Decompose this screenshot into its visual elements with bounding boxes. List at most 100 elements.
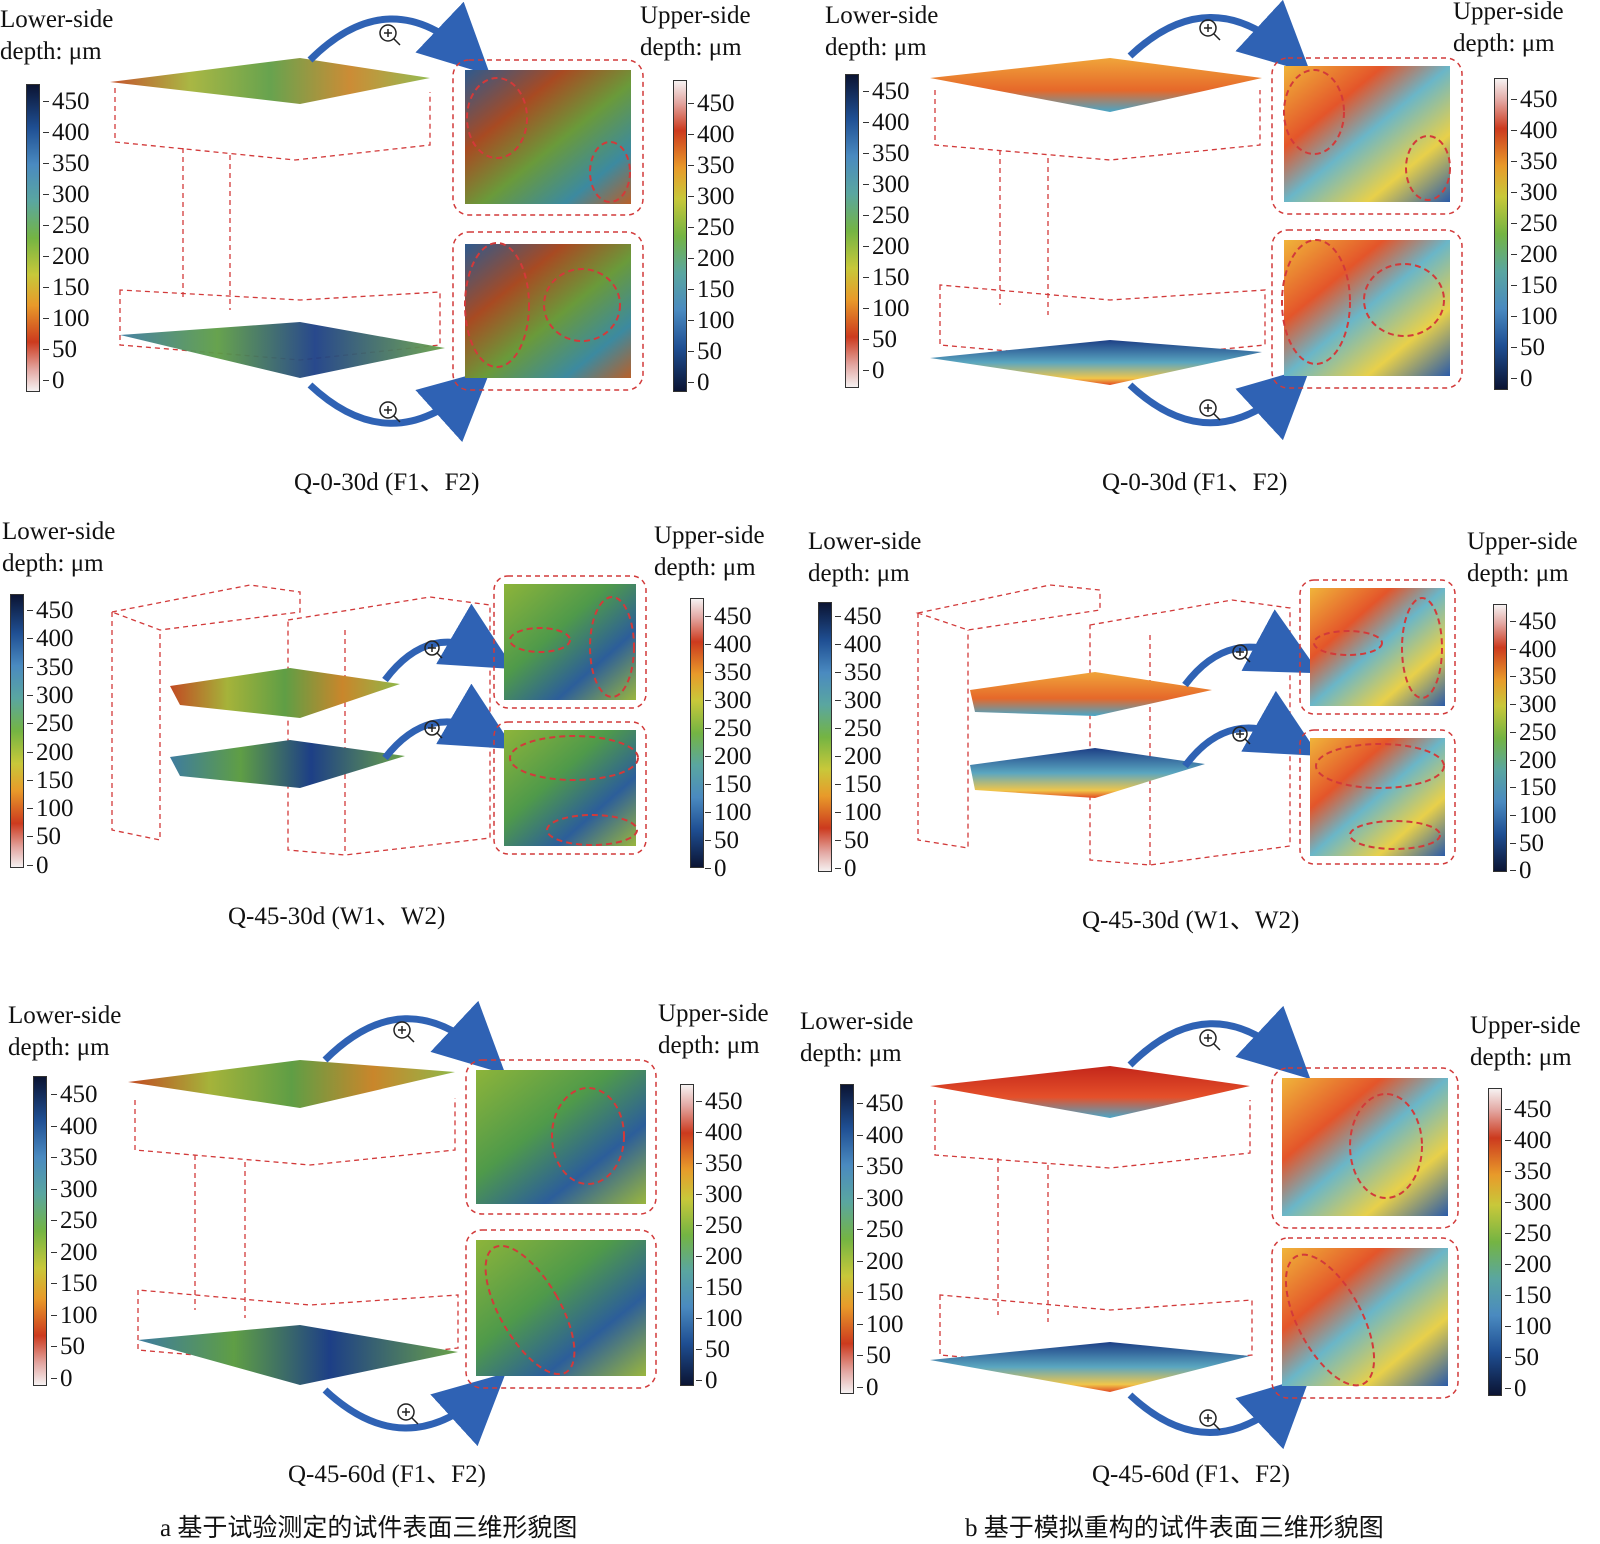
curved-arrow-icon xyxy=(1127,1005,1311,1080)
highlight-ellipse xyxy=(1349,1093,1423,1199)
colorbar-tick-label: 250 xyxy=(43,212,90,239)
colorbar-tick-label: 50 xyxy=(1510,829,1544,857)
colorbar-tick-label: 350 xyxy=(835,659,882,686)
colorbar-tick-label: 250 xyxy=(51,1207,98,1234)
colorbar-tick-label: 100 xyxy=(863,295,910,322)
upper-colorbar xyxy=(1494,78,1508,390)
upper-side-label: Upper-side xyxy=(658,1000,769,1027)
colorbar-tick-label: 0 xyxy=(835,855,857,882)
curved-arrow-icon xyxy=(307,1,491,76)
lower-side-label: Lower-side xyxy=(800,1008,914,1035)
highlight-ellipse xyxy=(1349,820,1441,850)
colorbar-tick-label: 50 xyxy=(696,1336,730,1363)
lower-colorbar xyxy=(840,1084,854,1394)
colorbar-tick-label: 100 xyxy=(696,1305,743,1332)
zoom-view-upper xyxy=(1284,240,1450,376)
colorbar-tick-label: 350 xyxy=(51,1144,98,1171)
lower-depth-unit: depth: μm xyxy=(8,1034,110,1061)
colorbar-tick-label: 0 xyxy=(27,851,49,879)
colorbar-tick-label: 200 xyxy=(857,1247,904,1275)
colorbar-tick-label: 450 xyxy=(835,603,882,630)
colorbar-tick-label: 250 xyxy=(688,214,735,241)
lower-surface-r1-left xyxy=(110,58,430,104)
colorbar-tick-label: 350 xyxy=(688,152,735,179)
colorbar-tick-label: 200 xyxy=(51,1238,98,1266)
upper-surface-r1-right xyxy=(930,340,1262,385)
upper-side-label: Upper-side xyxy=(640,2,751,29)
colorbar-tick-label: 250 xyxy=(835,715,882,742)
upper-depth-unit: depth: μm xyxy=(1467,560,1569,587)
highlight-ellipse xyxy=(1405,135,1451,201)
curved-arrow-icon xyxy=(307,369,491,443)
panel-r2-simulated: Lower-side depth: μm Upper-side depth: μ… xyxy=(808,528,1578,934)
highlight-ellipse xyxy=(509,735,639,781)
colorbar-tick-label: 100 xyxy=(27,795,74,823)
zoom-view-upper xyxy=(1310,738,1445,856)
colorbar-tick-label: 50 xyxy=(1505,1344,1539,1371)
lower-colorbar xyxy=(10,594,24,868)
zoom-view-lower xyxy=(1310,588,1445,706)
colorbar-tick-label: 0 xyxy=(1505,1375,1527,1402)
highlight-ellipse xyxy=(1401,597,1443,699)
colorbar-tick-label: 300 xyxy=(1511,179,1558,206)
colorbar-tick-label: 50 xyxy=(51,1333,85,1360)
colorbar-tick-label: 0 xyxy=(51,1364,73,1392)
panel-r2-measured: Lower-side depth: μm Upper-side depth: μ… xyxy=(0,0,800,940)
colorbar-tick-label: 300 xyxy=(27,681,74,709)
zoom-in-icon xyxy=(1199,1029,1221,1051)
zoom-view-lower xyxy=(476,1070,646,1204)
zoom-frame xyxy=(465,1229,657,1389)
colorbar-tick-label: 300 xyxy=(835,687,882,714)
highlight-ellipse xyxy=(546,814,638,846)
colorbar-tick-label: 400 xyxy=(696,1119,743,1146)
upper-side-label: Upper-side xyxy=(654,522,765,549)
lower-colorbar xyxy=(845,74,859,388)
colorbar-tick-label: 400 xyxy=(857,1121,904,1149)
specimen-outline-r3-left xyxy=(134,1098,459,1366)
zoom-frame xyxy=(1271,1067,1459,1229)
caption-q-45-60d-measured: Q-45-60d (F1、F2) xyxy=(288,1461,486,1488)
colorbar-tick-label: 150 xyxy=(1511,272,1558,299)
colorbar-tick-label: 50 xyxy=(43,336,77,363)
colorbar-tick-label: 200 xyxy=(1511,241,1558,268)
colorbar-tick-label: 200 xyxy=(863,233,910,260)
colorbar-tick-label: 450 xyxy=(27,597,74,624)
colorbar-tick-label: 150 xyxy=(1510,774,1557,802)
colorbar-tick-label: 450 xyxy=(43,88,90,115)
colorbar-tick-label: 150 xyxy=(857,1279,904,1306)
colorbar-tick-label: 100 xyxy=(1505,1313,1552,1340)
caption-q-45-60d-simulated: Q-45-60d (F1、F2) xyxy=(1092,1461,1290,1488)
colorbar-tick-label: 400 xyxy=(688,121,735,148)
colorbar-tick-label: 400 xyxy=(1505,1127,1552,1154)
caption-q-45-30d-measured: Q-45-30d (W1、W2) xyxy=(228,903,446,930)
curved-arrow-icon xyxy=(1182,609,1320,688)
specimen-outline-r2-right xyxy=(915,584,1291,866)
colorbar-tick-label: 300 xyxy=(51,1175,98,1203)
specimen-outline-r1-left xyxy=(114,88,441,361)
specimen-outline-r3-right xyxy=(934,1100,1253,1371)
colorbar-tick-label: 0 xyxy=(705,855,727,882)
zoom-in-icon xyxy=(379,401,401,423)
colorbar-tick-label: 0 xyxy=(1511,365,1533,392)
colorbar-tick-label: 150 xyxy=(51,1270,98,1297)
colorbar-tick-label: 50 xyxy=(27,823,61,851)
colorbar-tick-label: 300 xyxy=(1510,691,1557,719)
colorbar-tick-label: 100 xyxy=(835,799,882,826)
colorbar-tick-label: 350 xyxy=(696,1150,743,1177)
colorbar-tick-label: 50 xyxy=(1511,334,1545,361)
colorbar-tick-label: 450 xyxy=(857,1090,904,1117)
zoom-view-lower xyxy=(1282,1078,1448,1216)
caption-q-45-30d-simulated: Q-45-30d (W1、W2) xyxy=(1082,907,1300,934)
lower-depth-unit: depth: μm xyxy=(800,1040,902,1067)
colorbar-tick-label: 150 xyxy=(696,1274,743,1301)
zoom-view-upper xyxy=(465,244,631,378)
colorbar-tick-label: 400 xyxy=(1511,117,1558,144)
lower-side-label: Lower-side xyxy=(825,2,939,29)
upper-colorbar xyxy=(680,1084,694,1386)
curved-arrow-icon xyxy=(1127,366,1311,441)
colorbar-tick-label: 200 xyxy=(1505,1251,1552,1278)
colorbar-tick-label: 0 xyxy=(857,1373,879,1401)
highlight-ellipse xyxy=(1315,743,1445,789)
curved-arrow-icon xyxy=(322,1373,506,1447)
